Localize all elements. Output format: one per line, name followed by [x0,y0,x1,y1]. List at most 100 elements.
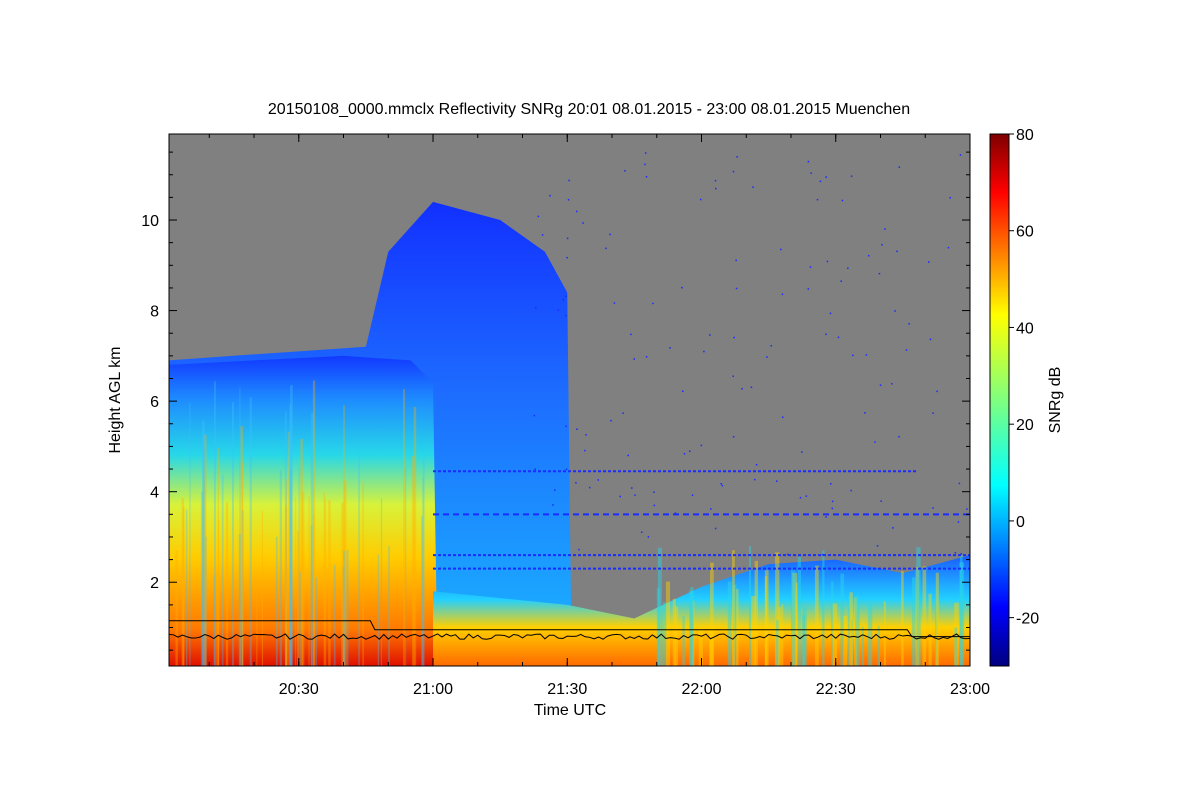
reflectivity-streak [422,458,425,666]
noise-speckle [703,350,705,353]
plume-streak [911,577,916,666]
y-axis: 2 4 6 8 10 [141,151,970,651]
reflectivity-streak [388,545,390,666]
colorbar-label: SNRg dB [1047,367,1064,434]
noise-speckle [840,280,842,282]
noise-speckle [624,170,626,172]
plume-streak [775,552,780,666]
plume-streak [832,603,838,666]
plume-streak [727,581,732,666]
y-tick-label: 4 [150,485,159,502]
noise-speckle [732,170,735,173]
plume-streak [698,626,703,666]
noise-speckle [714,179,717,182]
noise-speckle [627,454,629,457]
noise-speckle [631,487,633,489]
noise-speckle [892,527,894,529]
noise-speckle [831,500,834,503]
reflectivity-streak [285,566,289,666]
noise-speckle [805,495,808,497]
noise-speckle [688,450,691,452]
plot-frame [168,133,971,667]
y-tick-label: 10 [141,213,159,230]
chart-title: 20150108_0000.mmclx Reflectivity SNRg 20… [268,101,910,118]
noise-speckle [644,163,646,166]
noise-speckle [575,210,578,213]
x-axis: 20:30 21:00 21:30 22:00 22:30 23:00 [208,134,990,698]
reflectivity-streak [185,509,188,666]
plume-streak [709,627,714,666]
noise-speckle [566,237,569,240]
noise-speckle [954,551,957,554]
plume-streak [861,626,864,666]
plume-streak [854,597,858,666]
plume-streak [660,607,664,666]
noise-speckle [721,484,724,487]
reflectivity-streak [377,554,380,666]
reflectivity-streak [261,510,264,666]
plume-streak [736,588,739,666]
noise-speckle [959,154,962,156]
plume-streak [883,601,886,666]
reflectivity-streak [295,497,297,666]
plume-streak [781,604,784,666]
noise-speckle [750,386,753,389]
plume-streak [935,572,939,666]
plume-streak [901,571,904,666]
noise-speckle [681,286,683,289]
reflectivity-streak [310,412,314,666]
noise-speckle [541,234,544,236]
colorbar-tick-label: 60 [1016,224,1034,241]
noise-speckle [652,302,654,305]
noise-speckle [821,553,824,556]
plume-streak [682,615,685,666]
reflectivity-streak [289,404,292,666]
plume-streak [795,582,798,666]
noise-speckle [884,228,886,230]
noise-speckle [605,247,607,250]
reflectivity-streak [312,380,316,666]
noise-speckle [613,302,616,304]
noise-speckle [880,500,882,502]
noise-speckle [622,412,624,414]
noise-speckle [578,548,580,551]
noise-speckle [966,508,968,510]
noise-speckle [786,553,789,556]
plume-streak [960,554,963,666]
noise-speckle [754,478,756,481]
noise-speckle [908,323,910,325]
plume-streak [792,572,798,666]
noise-speckle [534,306,537,309]
noise-speckle [936,390,938,393]
noise-speckle [826,260,829,263]
noise-speckle [807,288,810,290]
noise-speckle [847,267,849,270]
noise-speckle [533,414,536,417]
x-tick-label: 21:30 [547,681,587,698]
plume-streak [764,576,768,666]
noise-speckle [928,261,930,263]
reflectivity-streak [413,406,417,666]
noise-speckle [841,199,844,202]
noise-speckle [588,486,591,489]
noise-speckle [809,266,812,268]
noise-speckle [770,345,772,347]
noise-speckle [732,375,734,377]
noise-speckle [683,452,686,455]
plume-streak [689,590,694,666]
noise-speckle [653,504,656,507]
plume-streak [877,626,880,666]
plume-streak [665,581,671,666]
reflectivity-streak [343,480,347,666]
noise-speckle [634,494,636,496]
reflectivity-streak [300,439,303,666]
noise-speckle [810,172,812,174]
reflectivity-streak [285,505,288,666]
noise-speckle [755,463,758,466]
noise-speckle [898,166,901,168]
plume-streak [850,619,854,666]
noise-speckle [557,309,560,311]
reflectivity-streak [202,420,205,666]
plume-streak [775,620,780,666]
noise-speckle [735,287,738,290]
